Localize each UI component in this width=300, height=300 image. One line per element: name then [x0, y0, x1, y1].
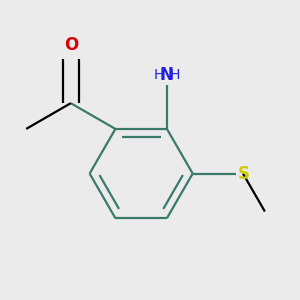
Text: N: N: [160, 66, 174, 84]
Text: O: O: [64, 36, 78, 54]
Text: H: H: [154, 68, 164, 82]
Text: H: H: [170, 68, 180, 82]
Text: S: S: [238, 165, 250, 183]
